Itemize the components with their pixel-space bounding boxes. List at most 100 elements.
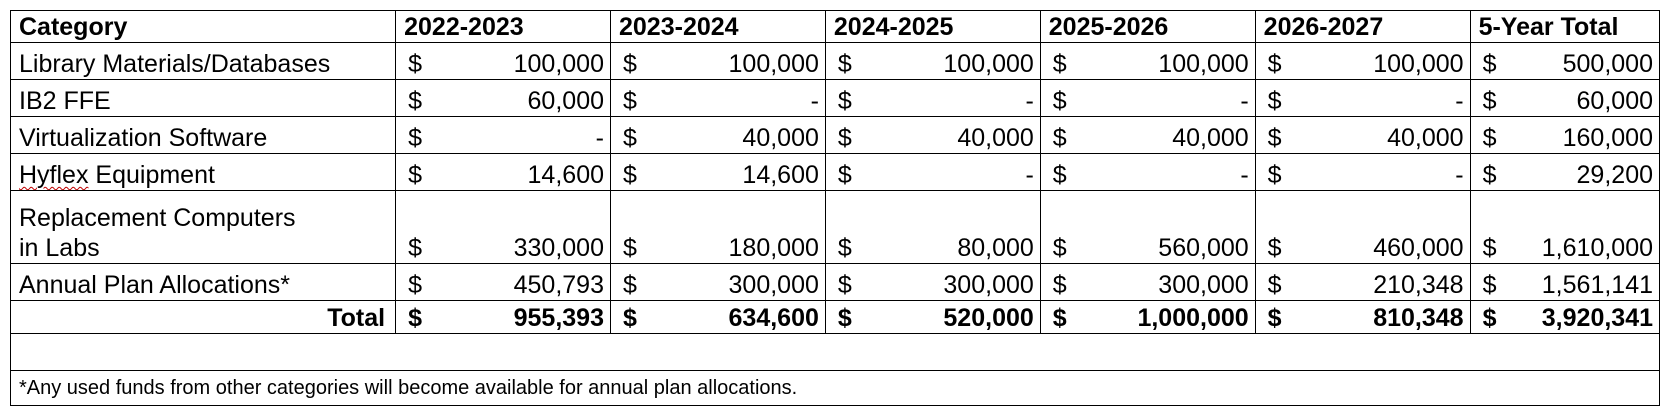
- total-row: Total $955,393 $634,600 $520,000 $1,000,…: [9, 300, 1661, 334]
- amount-value: -: [1025, 87, 1034, 115]
- amount-value: 210,348: [1373, 271, 1464, 299]
- cell-amount: $450,793: [395, 263, 611, 301]
- currency-symbol: $: [408, 161, 423, 189]
- amount-value: 100,000: [513, 50, 604, 78]
- amount-value: 500,000: [1562, 50, 1653, 78]
- cell-total: $1,561,141: [1469, 263, 1661, 301]
- footnote-row: *Any used funds from other categories wi…: [10, 370, 1660, 406]
- amount-value: 80,000: [957, 234, 1034, 262]
- amount-value: 300,000: [1158, 271, 1249, 299]
- currency-symbol: $: [1052, 161, 1067, 189]
- blank-cell: [10, 333, 1660, 371]
- cell-total: $60,000: [1469, 79, 1661, 117]
- currency-symbol: $: [837, 87, 852, 115]
- row-category: Library Materials/Databases: [9, 42, 397, 80]
- header-year-5: 2026-2027: [1254, 10, 1471, 43]
- amount-value: 560,000: [1158, 234, 1249, 262]
- cell-amount: $ -: [1039, 79, 1256, 117]
- cell-grand-total: $3,920,341: [1469, 300, 1661, 334]
- currency-symbol: $: [1052, 124, 1067, 152]
- budget-table-container: Category 2022-2023 2023-2024 2024-2025 2…: [9, 10, 1661, 406]
- cell-amount: $100,000: [395, 42, 611, 80]
- cell-total: $29,200: [1469, 153, 1661, 191]
- amount-value: 460,000: [1373, 234, 1464, 262]
- currency-symbol: $: [1482, 50, 1497, 78]
- currency-symbol: $: [1267, 271, 1282, 299]
- spellcheck-flagged-word: Hyflex: [19, 161, 89, 189]
- row-category: Virtualization Software: [9, 116, 397, 154]
- amount-value: -: [1025, 161, 1034, 189]
- amount-value: 14,600: [742, 161, 819, 189]
- cell-total: $500,000: [1469, 42, 1661, 80]
- row-category: IB2 FFE: [9, 79, 397, 117]
- currency-symbol: $: [408, 304, 423, 332]
- cell-amount: $100,000: [1039, 42, 1256, 80]
- cell-amount: $560,000: [1039, 190, 1256, 264]
- currency-symbol: $: [1267, 124, 1282, 152]
- cell-amount: $300,000: [824, 263, 1041, 301]
- cell-amount: $ -: [610, 79, 826, 117]
- footnote: *Any used funds from other categories wi…: [10, 370, 1660, 406]
- amount-value: 60,000: [1576, 87, 1653, 115]
- cell-amount: $14,600: [610, 153, 826, 191]
- amount-value: 40,000: [957, 124, 1034, 152]
- currency-symbol: $: [1267, 161, 1282, 189]
- currency-symbol: $: [1482, 124, 1497, 152]
- header-year-4: 2025-2026: [1039, 10, 1256, 43]
- currency-symbol: $: [1052, 304, 1067, 332]
- currency-symbol: $: [623, 50, 637, 78]
- cell-amount: $60,000: [395, 79, 611, 117]
- amount-value: 300,000: [728, 271, 819, 299]
- cell-amount: $180,000: [610, 190, 826, 264]
- cell-amount: $ -: [1254, 153, 1471, 191]
- amount-value: 60,000: [527, 87, 604, 115]
- currency-symbol: $: [408, 124, 423, 152]
- amount-value: 520,000: [943, 304, 1034, 332]
- cell-amount: $ -: [395, 116, 611, 154]
- cell-amount: $40,000: [1254, 116, 1471, 154]
- row-category-line-1: Replacement Computers: [19, 204, 296, 232]
- amount-value: 29,200: [1576, 161, 1653, 189]
- header-row: Category 2022-2023 2023-2024 2024-2025 2…: [9, 10, 1661, 43]
- header-five-year-total: 5-Year Total: [1469, 10, 1661, 43]
- cell-amount: $80,000: [824, 190, 1041, 264]
- currency-symbol: $: [1482, 234, 1497, 262]
- amount-value: 100,000: [1158, 50, 1249, 78]
- cell-amount: $100,000: [610, 42, 826, 80]
- currency-symbol: $: [1482, 161, 1497, 189]
- header-year-2: 2023-2024: [610, 10, 826, 43]
- cell-amount: $14,600: [395, 153, 611, 191]
- cell-amount: $100,000: [1254, 42, 1471, 80]
- currency-symbol: $: [408, 87, 423, 115]
- cell-total-amount: $634,600: [610, 300, 826, 334]
- currency-symbol: $: [623, 234, 637, 262]
- currency-symbol: $: [1267, 234, 1282, 262]
- currency-symbol: $: [408, 234, 423, 262]
- amount-value: 1,610,000: [1541, 234, 1653, 262]
- currency-symbol: $: [837, 271, 852, 299]
- currency-symbol: $: [623, 87, 637, 115]
- currency-symbol: $: [1482, 271, 1497, 299]
- cell-amount: $300,000: [1039, 263, 1256, 301]
- currency-symbol: $: [837, 304, 852, 332]
- amount-value: 40,000: [742, 124, 819, 152]
- amount-value: -: [810, 87, 819, 115]
- currency-symbol: $: [1482, 87, 1497, 115]
- cell-amount: $210,348: [1254, 263, 1471, 301]
- currency-symbol: $: [1052, 87, 1067, 115]
- amount-value: 100,000: [1373, 50, 1464, 78]
- cell-total: $1,610,000: [1469, 190, 1661, 264]
- amount-value: -: [1455, 161, 1464, 189]
- amount-value: 40,000: [1387, 124, 1464, 152]
- row-category-rest: Equipment: [88, 161, 215, 189]
- cell-total-amount: $1,000,000: [1039, 300, 1256, 334]
- cell-amount: $40,000: [824, 116, 1041, 154]
- cell-amount: $ -: [824, 79, 1041, 117]
- currency-symbol: $: [837, 234, 852, 262]
- amount-value: 330,000: [513, 234, 604, 262]
- currency-symbol: $: [1482, 304, 1497, 332]
- currency-symbol: $: [1267, 304, 1282, 332]
- cell-amount: $40,000: [610, 116, 826, 154]
- amount-value: 300,000: [943, 271, 1034, 299]
- cell-total-amount: $810,348: [1254, 300, 1471, 334]
